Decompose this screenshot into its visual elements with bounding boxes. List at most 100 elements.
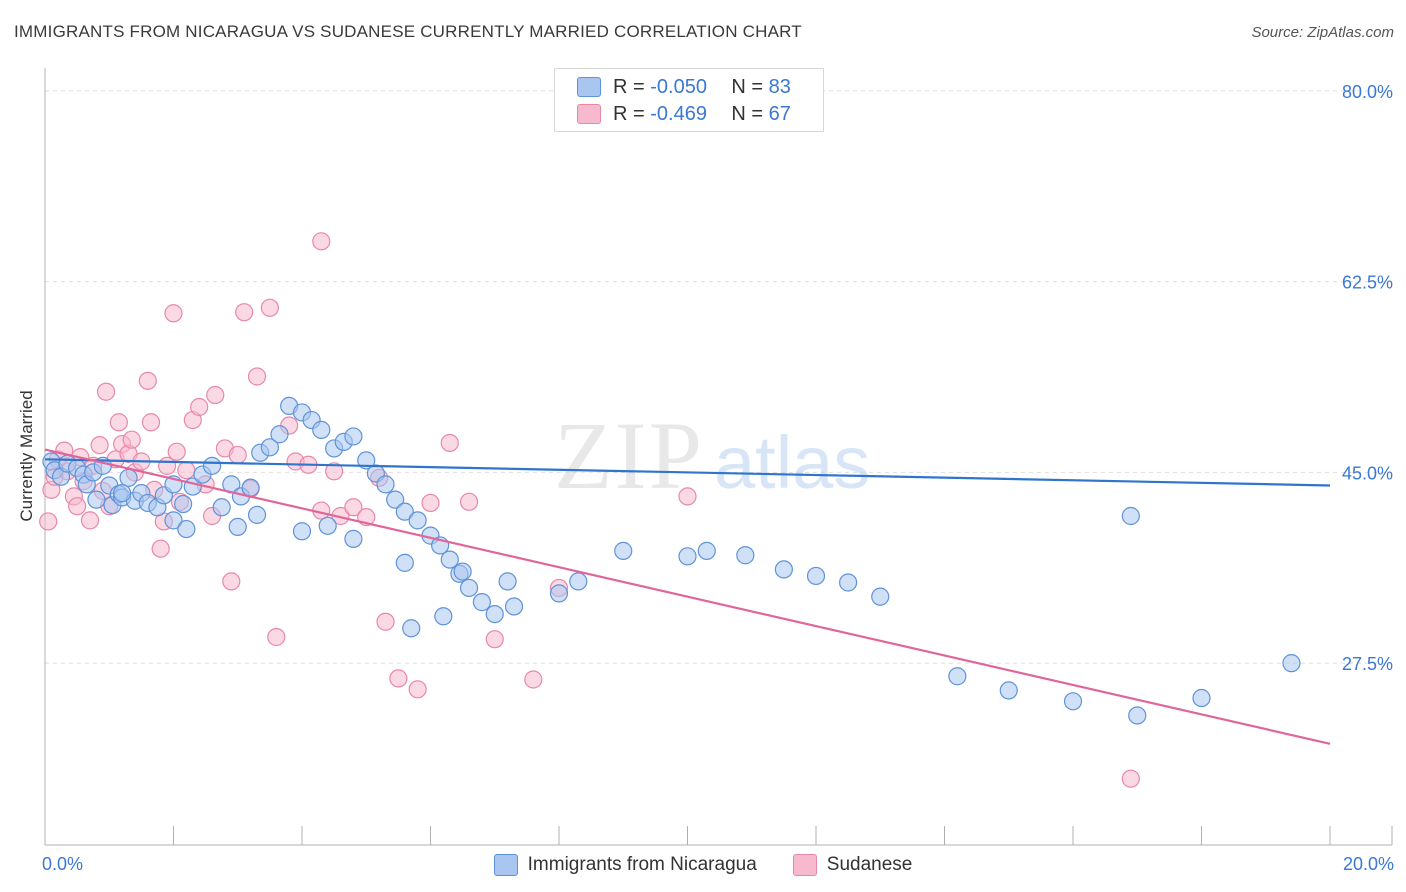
nicaragua-point [408, 511, 427, 530]
nicaragua-point [1063, 692, 1083, 711]
legend-row-nicaragua: R = -0.050 N = 83 [577, 72, 791, 102]
sudanese-point [141, 413, 161, 432]
nicaragua-point [736, 546, 755, 565]
n-value: 83 [768, 75, 791, 98]
sudanese-point [312, 232, 331, 251]
nicaragua-point [87, 490, 106, 509]
sudanese-point [164, 304, 183, 323]
nicaragua-point [1282, 654, 1301, 673]
sudanese-point [524, 670, 543, 689]
nicaragua-point [485, 604, 504, 624]
sudanese-point [440, 433, 459, 453]
sudanese-point [167, 442, 186, 461]
nicaragua-point [806, 566, 826, 586]
nicaragua-point [999, 681, 1018, 700]
svg-text:atlas: atlas [714, 421, 870, 504]
sudanese-point [109, 413, 128, 432]
nicaragua-point [270, 425, 289, 444]
sudanese-point [1121, 769, 1140, 788]
sudanese-point [151, 539, 170, 558]
sudanese-point [421, 493, 440, 513]
nicaragua-point [1192, 688, 1211, 708]
nicaragua-point [344, 529, 363, 548]
legend-item-sudanese: Sudanese [792, 854, 912, 876]
y-tick-label: 27.5% [1342, 654, 1393, 674]
points-layer [39, 232, 1301, 788]
legend-swatch-blue [493, 854, 518, 876]
nicaragua-point [440, 550, 459, 569]
sudanese-point [408, 680, 427, 699]
legend-swatch-blue [577, 77, 601, 97]
sudanese-point [138, 371, 157, 390]
r-label: R = [613, 75, 645, 98]
nicaragua-point [112, 484, 132, 503]
sudanese-point [206, 385, 225, 405]
nicaragua-point [241, 478, 260, 497]
correlation-legend: R = -0.050 N = 83 R = -0.469 N = 67 [554, 68, 824, 132]
legend-label-nicaragua: Immigrants from Nicaragua [527, 854, 757, 875]
nicaragua-point [453, 562, 472, 581]
sudanese-point [39, 512, 58, 531]
chart-title: IMMIGRANTS FROM NICARAGUA VS SUDANESE CU… [14, 22, 802, 41]
r-value: -0.469 [650, 102, 707, 125]
nicaragua-point [164, 511, 183, 530]
sudanese-point [68, 497, 87, 516]
grid-layer [45, 90, 1392, 664]
watermark: ZIP atlas [554, 402, 870, 509]
sudanese-point [190, 397, 209, 417]
sudanese-point [90, 436, 109, 455]
nicaragua-point [569, 572, 588, 591]
sudanese-point [678, 487, 697, 506]
legend-row-sudanese: R = -0.469 N = 67 [577, 99, 791, 129]
sudanese-point [247, 367, 267, 386]
r-label: R = [613, 102, 645, 125]
n-value: 67 [768, 102, 791, 125]
sudanese-point [96, 382, 116, 401]
nicaragua-point [504, 597, 524, 616]
nicaragua-point [312, 420, 331, 439]
nicaragua-point [344, 427, 363, 446]
x-tick-label: 0.0% [42, 854, 83, 874]
nicaragua-point [472, 593, 491, 612]
legend-swatch-pink [792, 854, 817, 876]
nicaragua-point [871, 587, 890, 606]
nicaragua-point [212, 498, 231, 517]
nicaragua-point [177, 519, 196, 539]
nicaragua-point [839, 573, 858, 592]
sudanese-point [260, 298, 279, 317]
y-tick-label: 62.5% [1342, 273, 1393, 293]
nicaragua-point [498, 572, 517, 591]
sudanese-point [222, 572, 241, 591]
nicaragua-point [434, 607, 453, 626]
nicaragua-point [260, 438, 279, 457]
legend-swatch-pink [577, 104, 601, 124]
sudanese-point [344, 498, 363, 517]
nicaragua-point [948, 667, 967, 686]
sudanese-point [389, 669, 408, 688]
sudanese-point [235, 303, 254, 322]
nicaragua-point [395, 502, 414, 521]
sudanese-point [177, 461, 196, 480]
nicaragua-point [292, 522, 312, 541]
r-value: -0.050 [650, 75, 707, 98]
nicaragua-point [402, 619, 421, 638]
sudanese-point [376, 612, 395, 631]
nicaragua-point [678, 547, 697, 566]
sudanese-point [485, 630, 504, 649]
nicaragua-point [395, 553, 414, 572]
nicaragua-point [119, 468, 138, 487]
nicaragua-point [386, 490, 405, 509]
sudanese-point [122, 430, 141, 449]
nicaragua-point [614, 541, 633, 560]
n-label: N = [731, 75, 764, 98]
nicaragua-point [376, 475, 395, 494]
nicaragua-point [774, 560, 793, 579]
sudanese-point [228, 445, 247, 465]
nicaragua-point [247, 505, 267, 525]
y-axis-label: Currently Married [17, 390, 36, 522]
sudanese-point [80, 511, 100, 530]
sudanese-point [459, 492, 479, 511]
y-tick-label: 80.0% [1342, 82, 1393, 102]
source-label: Source: ZipAtlas.com [1251, 24, 1394, 41]
